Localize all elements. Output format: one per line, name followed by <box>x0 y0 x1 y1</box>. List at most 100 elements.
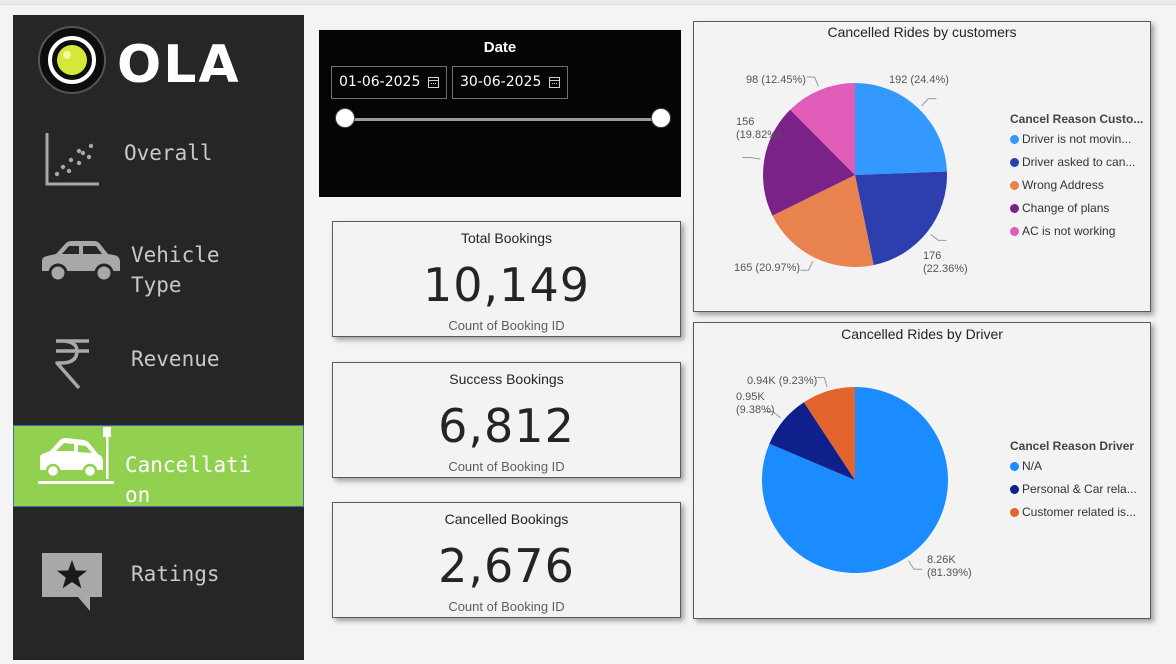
kpi-card-total-bookings: Total Bookings 10,149 Count of Booking I… <box>332 221 681 337</box>
pie-data-label: 0.94K (9.23%) <box>747 375 818 387</box>
pie-data-label: 176 (22.36%) <box>923 250 968 275</box>
leader-line <box>921 98 937 107</box>
legend-item[interactable]: Customer related is... <box>1010 505 1137 528</box>
kpi-title: Cancelled Bookings <box>444 511 569 527</box>
pie-slice[interactable] <box>790 83 855 175</box>
legend-item[interactable]: Change of plans <box>1010 201 1143 224</box>
kpi-subtitle: Count of Booking ID <box>448 459 565 474</box>
nav-item-ratings[interactable]: Ratings <box>13 547 304 617</box>
legend-label: N/A <box>1022 459 1043 473</box>
nav-item-overall[interactable]: Overall <box>13 123 304 198</box>
date-slicer: Date 01-06-2025 30-06-2025 <box>319 30 681 197</box>
pie-data-label: 98 (12.45%) <box>746 74 806 86</box>
car-icon <box>42 241 120 283</box>
pie-slice[interactable] <box>763 109 855 216</box>
pie-chart-svg <box>762 376 948 573</box>
legend-item[interactable]: Driver asked to can... <box>1010 155 1143 178</box>
pie-chart-cancelled-by-customers: Cancelled Rides by customers Cancel Reas… <box>693 21 1151 312</box>
pie-data-label: 165 (20.97%) <box>734 262 801 274</box>
legend-label: Driver asked to can... <box>1022 155 1136 169</box>
calendar-icon[interactable] <box>428 77 439 88</box>
leader-line <box>742 157 761 160</box>
leader-line <box>930 233 947 241</box>
leader-line <box>908 560 923 570</box>
logo-text: OLA <box>117 35 241 95</box>
legend-item[interactable]: N/A <box>1010 459 1137 482</box>
pie-slice[interactable] <box>772 175 874 267</box>
legend-marker <box>1010 462 1019 471</box>
leader-line <box>816 376 828 388</box>
date-range-end-handle[interactable] <box>651 108 671 128</box>
kpi-value: 10,149 <box>423 258 590 312</box>
legend-label: AC is not working <box>1022 224 1116 238</box>
leader-line <box>806 76 819 87</box>
legend-marker <box>1010 227 1019 236</box>
scatter-chart-icon <box>45 133 99 186</box>
legend-title: Cancel Reason Custo... <box>1010 112 1144 126</box>
kpi-subtitle: Count of Booking ID <box>448 318 565 333</box>
legend-label: Wrong Address <box>1022 178 1104 192</box>
kpi-card-cancelled-bookings: Cancelled Bookings 2,676 Count of Bookin… <box>332 502 681 618</box>
sidebar: OLA Overall Vehicle Type <box>13 15 304 660</box>
pie-data-label: 156 (19.82%) <box>736 116 781 141</box>
pie-slice[interactable] <box>769 402 855 480</box>
legend-item[interactable]: Wrong Address <box>1010 178 1143 201</box>
legend-marker <box>1010 135 1019 144</box>
nav-item-revenue[interactable]: Revenue <box>13 331 304 391</box>
legend-label: Personal & Car rela... <box>1022 482 1137 496</box>
legend-label: Customer related is... <box>1022 505 1137 519</box>
pie-slice[interactable] <box>855 83 947 175</box>
car-crash-icon <box>38 427 114 484</box>
kpi-value: 2,676 <box>438 539 575 593</box>
calendar-icon[interactable] <box>549 77 560 88</box>
legend-marker <box>1010 158 1019 167</box>
date-slicer-title: Date <box>483 39 517 56</box>
pie-chart-svg <box>742 76 947 271</box>
date-range-start-handle[interactable] <box>335 108 355 128</box>
star-chat-icon <box>42 553 102 611</box>
nav-label-cancellation: Cancellati on <box>125 453 252 507</box>
rupee-icon <box>55 339 89 390</box>
legend-label: Driver is not movin... <box>1022 132 1132 146</box>
nav-label-ratings: Ratings <box>131 562 220 586</box>
nav-item-vehicle-type[interactable]: Vehicle Type <box>13 227 304 307</box>
pie-data-label: 8.26K (81.39%) <box>927 554 972 579</box>
legend-marker <box>1010 204 1019 213</box>
nav-label-overall: Overall <box>124 141 213 165</box>
leader-line <box>800 261 814 271</box>
ola-logo: OLA <box>37 25 247 95</box>
kpi-value: 6,812 <box>438 399 575 453</box>
chart-title: Cancelled Rides by customers <box>827 24 1017 40</box>
legend-title: Cancel Reason Driver <box>1010 439 1135 453</box>
pie-slice[interactable] <box>803 387 855 480</box>
top-border <box>0 0 1176 5</box>
leader-line <box>764 410 781 419</box>
start-date-value: 01-06-2025 <box>339 74 421 90</box>
date-range-track[interactable] <box>345 118 661 121</box>
kpi-card-success-bookings: Success Bookings 6,812 Count of Booking … <box>332 362 681 478</box>
legend-item[interactable]: Personal & Car rela... <box>1010 482 1137 505</box>
nav-label-revenue: Revenue <box>131 347 220 371</box>
ola-logo-icon <box>38 26 106 94</box>
kpi-title: Success Bookings <box>449 371 564 387</box>
legend-marker <box>1010 508 1019 517</box>
legend-marker <box>1010 485 1019 494</box>
nav-item-cancellation[interactable]: Cancellati on <box>13 425 304 507</box>
pie-slice[interactable] <box>855 171 947 266</box>
pie-chart-cancelled-by-driver: Cancelled Rides by Driver Cancel Reason … <box>693 322 1151 619</box>
legend-label: Change of plans <box>1022 201 1110 215</box>
legend-item[interactable]: Driver is not movin... <box>1010 132 1143 155</box>
end-date-input[interactable]: 30-06-2025 <box>452 66 568 99</box>
nav-label-vehicle-type: Vehicle Type <box>131 243 220 297</box>
start-date-input[interactable]: 01-06-2025 <box>331 66 447 99</box>
legend-item[interactable]: AC is not working <box>1010 224 1143 247</box>
kpi-subtitle: Count of Booking ID <box>448 599 565 614</box>
chart-title: Cancelled Rides by Driver <box>841 326 1003 342</box>
kpi-title: Total Bookings <box>460 230 553 246</box>
end-date-value: 30-06-2025 <box>460 74 542 90</box>
chart-legend: Cancel Reason Driver N/A Personal & Car r… <box>1010 439 1137 528</box>
pie-data-label: 0.95K (9.38%) <box>736 391 775 416</box>
legend-marker <box>1010 181 1019 190</box>
chart-legend: Cancel Reason Custo... Driver is not mov… <box>1010 112 1143 247</box>
pie-data-label: 192 (24.4%) <box>889 74 949 86</box>
